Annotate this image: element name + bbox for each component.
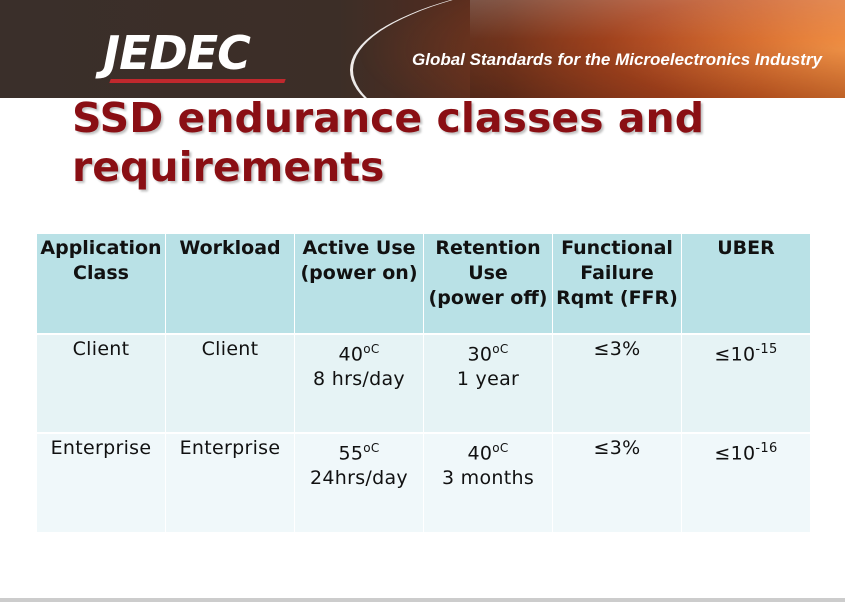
title-line-2: requirements [72,143,385,191]
uber-base: ≤10 [714,343,756,366]
active-time: 8 hrs/day [313,368,405,391]
header-line: Failure [580,262,654,284]
uber-exponent: -15 [755,342,778,357]
banner-shine [470,0,845,98]
temp-unit-sup: oC [363,342,379,356]
cell-app-class: Enterprise [36,432,166,532]
header-line: Active Use [302,237,416,259]
temp-unit-sup: oC [492,342,508,356]
temp-value: 40 [338,343,364,366]
active-temp: 40oC [298,337,420,367]
temp-unit: oC [492,441,509,455]
retention-temp: 30oC [427,337,549,367]
footer-rule [0,598,845,602]
header-line: (power on) [300,262,418,284]
active-time: 24hrs/day [310,467,408,490]
header-application-class: Application Class [36,234,166,334]
header-line: Workload [179,237,281,259]
cell-uber: ≤10-16 [681,432,811,532]
temp-unit: oC [363,342,380,356]
temp-unit: oC [492,342,509,356]
cell-workload: Client [165,333,295,433]
temp-unit: oC [363,441,380,455]
slide-title: SSD endurance classes and requirements [72,94,772,192]
header-active-use: Active Use (power on) [294,234,424,334]
table-header-row: Application Class Workload Active Use (p… [36,234,811,334]
header-line: Rqmt (FFR) [556,287,678,309]
retention-time: 1 year [456,368,520,391]
header-workload: Workload [165,234,295,334]
table-row: Client Client 40oC 8 hrs/day 30oC 1 year… [36,333,811,433]
cell-retention-use: 30oC 1 year [423,333,553,433]
title-line-1: SSD endurance classes and [72,94,705,142]
header-line: Functional [561,237,673,259]
cell-active-use: 40oC 8 hrs/day [294,333,424,433]
cell-active-use: 55oC 24hrs/day [294,432,424,532]
cell-uber: ≤10-15 [681,333,811,433]
cell-ffr: ≤3% [552,432,682,532]
temp-unit-sup: oC [492,441,508,455]
header-line: (power off) [428,287,548,309]
temp-value: 55 [338,442,364,465]
header-line: Application [40,237,162,259]
cell-retention-use: 40oC 3 months [423,432,553,532]
table-row: Enterprise Enterprise 55oC 24hrs/day 40o… [36,432,811,532]
banner-swoosh [350,0,845,98]
header-line: UBER [717,237,775,259]
uber-exponent: -16 [755,441,778,456]
banner-divider [0,98,845,100]
logo-underline [109,79,286,83]
header-retention-use: Retention Use (power off) [423,234,553,334]
cell-workload: Enterprise [165,432,295,532]
header-banner: JEDEC Global Standards for the Microelec… [0,0,845,98]
temp-unit-sup: oC [363,441,379,455]
retention-temp: 40oC [427,436,549,466]
header-line: Retention [435,237,541,259]
header-uber: UBER [681,234,811,334]
uber-base: ≤10 [714,442,756,465]
header-line: Use [468,262,508,284]
cell-ffr: ≤3% [552,333,682,433]
temp-value: 30 [467,343,493,366]
retention-time: 3 months [441,467,535,490]
endurance-table: Application Class Workload Active Use (p… [36,234,811,532]
header-line: Class [73,262,129,284]
active-temp: 55oC [298,436,420,466]
jedec-logo: JEDEC [103,26,251,80]
header-tagline: Global Standards for the Microelectronic… [412,50,822,69]
temp-value: 40 [467,442,493,465]
cell-app-class: Client [36,333,166,433]
header-functional-failure: Functional Failure Rqmt (FFR) [552,234,682,334]
